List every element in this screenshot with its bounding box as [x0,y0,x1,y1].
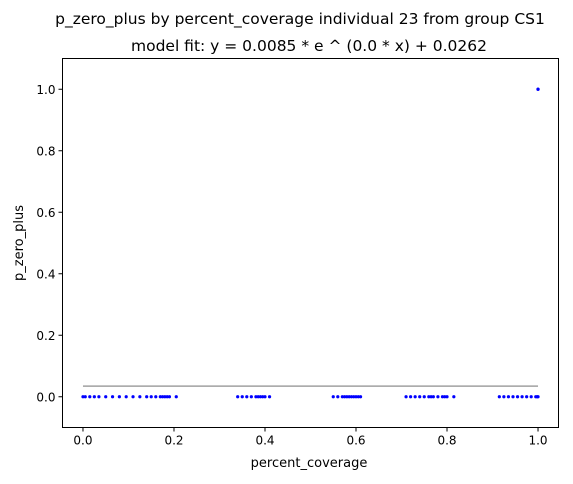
x-tick-label: 0.8 [437,434,456,448]
data-point [174,395,178,399]
data-point [97,395,101,399]
y-tick-label: 0.4 [36,267,55,281]
data-point [529,395,533,399]
data-point [422,395,426,399]
data-point [138,395,142,399]
data-point [258,395,263,399]
data-point [92,395,96,399]
data-point [358,395,363,399]
data-point [245,395,249,399]
data-point [240,395,244,399]
data-point [167,395,172,399]
data-point [445,395,449,399]
data-point [256,395,260,399]
chart-subtitle: model fit: y = 0.0085 * e ^ (0.0 * x) + … [131,37,487,55]
data-point [404,395,408,399]
data-point [497,395,501,399]
y-tick-label: 0.2 [36,329,55,343]
data-point [104,395,108,399]
data-point [427,395,431,399]
data-point [431,395,435,399]
data-point [236,395,240,399]
x-tick-label: 0.4 [255,434,274,448]
y-tick-label: 1.0 [36,83,55,97]
x-tick-label: 0.2 [164,434,183,448]
chart-title: p_zero_plus by percent_coverage individu… [55,10,545,29]
data-point [131,395,135,399]
data-point [81,395,85,399]
data-point [352,395,356,399]
x-axis: 0.0 0.2 0.4 0.6 0.8 1.0 [73,427,548,448]
data-point [511,395,515,399]
data-point [154,395,158,399]
data-point [124,395,128,399]
data-point [536,395,540,399]
data-point [349,395,354,399]
plot-area [81,87,540,399]
data-point [413,395,417,399]
data-point [347,395,351,399]
data-point [340,395,344,399]
x-tick-label: 0.0 [73,434,92,448]
data-point [354,395,358,399]
data-point [263,395,267,399]
data-point [452,395,456,399]
data-point [165,395,169,399]
data-point [515,395,520,399]
data-point [149,395,153,399]
data-point [520,395,524,399]
y-axis: 0.0 0.2 0.4 0.6 0.8 1.0 [36,83,63,404]
data-point [536,87,540,91]
data-point [345,395,349,399]
data-point [261,395,265,399]
data-point [161,395,165,399]
x-tick-label: 0.6 [346,434,365,448]
data-point [343,395,347,399]
data-point [356,395,360,399]
y-tick-label: 0.0 [36,390,55,404]
data-point [440,395,445,399]
data-point [254,395,258,399]
data-point [436,395,440,399]
y-tick-label: 0.6 [36,206,55,220]
y-axis-label: p_zero_plus [12,205,27,281]
data-point [409,395,413,399]
data-point [117,395,121,399]
data-point [158,395,162,399]
data-point [267,395,272,399]
x-axis-label: percent_coverage [251,456,368,471]
data-point [163,395,167,399]
data-point [429,395,433,399]
data-point [506,395,511,399]
data-point [249,395,253,399]
axes-frame [62,58,559,428]
x-tick-label: 1.0 [528,434,547,448]
data-point [502,395,506,399]
data-point [110,395,115,399]
data-point [331,395,335,399]
data-point [336,395,340,399]
data-point [145,395,149,399]
data-point [418,395,422,399]
data-point [88,395,92,399]
y-tick-label: 0.8 [36,144,55,158]
data-point [443,395,447,399]
data-point [525,395,529,399]
data-point [83,395,87,399]
